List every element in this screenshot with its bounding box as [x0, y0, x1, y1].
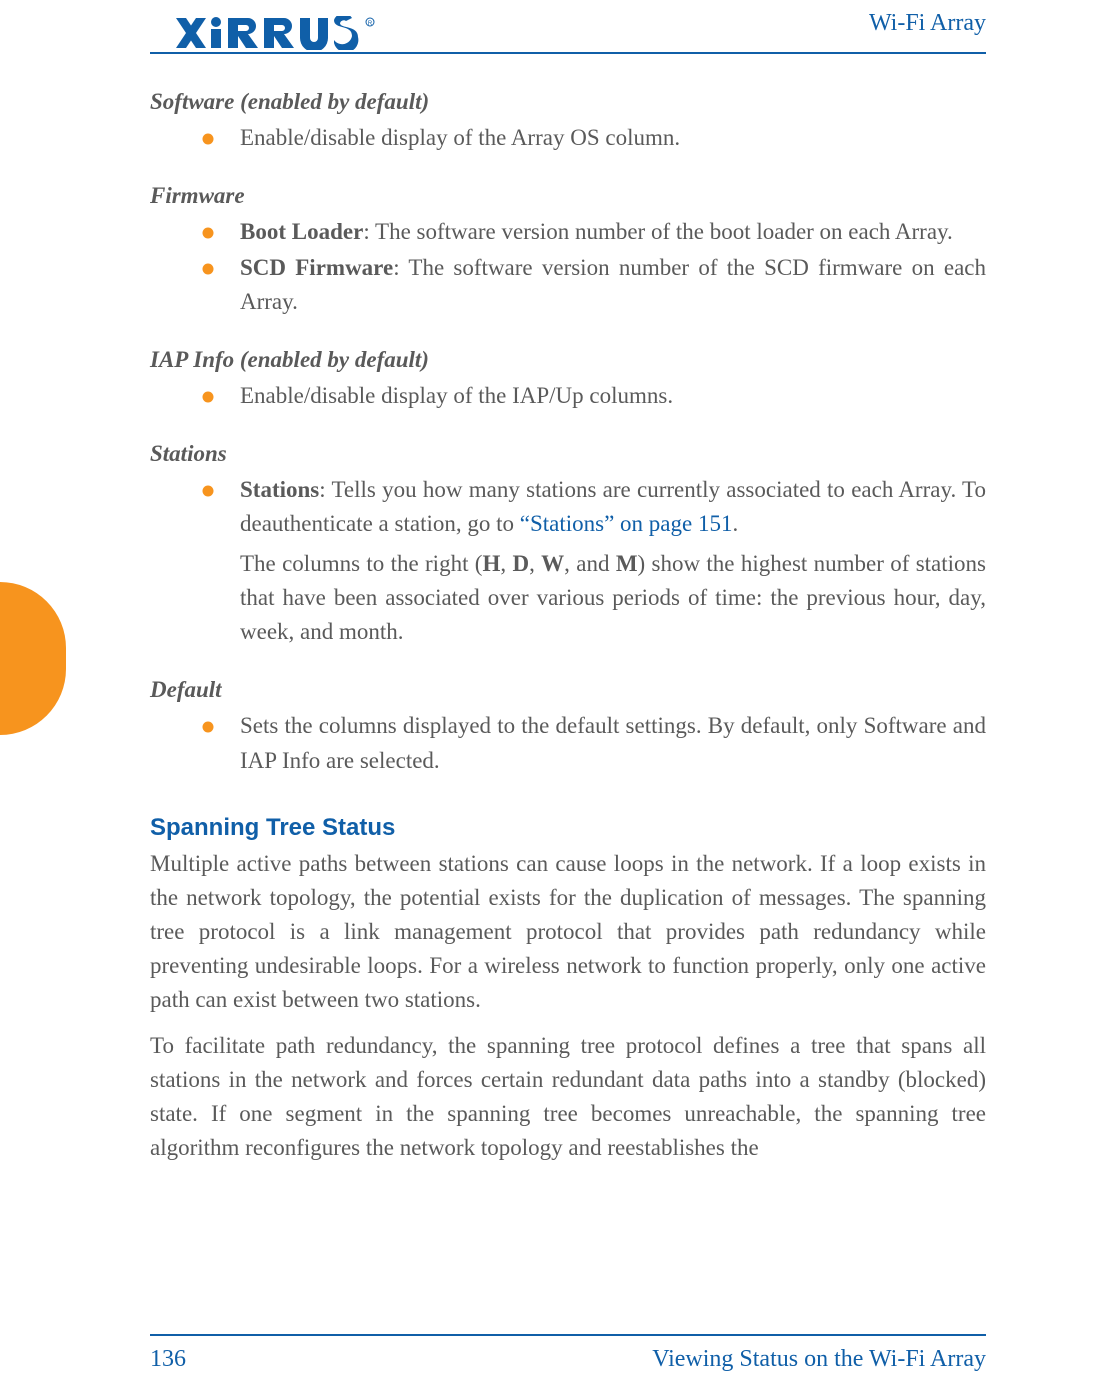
- bullet-text: Sets the columns displayed to the defaul…: [240, 709, 986, 777]
- bullet-lead: Boot Loader: [240, 219, 363, 244]
- bullet-item: Stations: Tells you how many stations ar…: [202, 473, 986, 541]
- footer-section-title: Viewing Status on the Wi-Fi Array: [652, 1346, 986, 1373]
- page-header: R Wi-Fi Array: [176, 10, 986, 70]
- bullet-icon: [202, 215, 240, 249]
- text-fragment: H: [482, 551, 500, 576]
- text-fragment: ,: [500, 551, 512, 576]
- cross-reference-link[interactable]: “Stations” on page 151: [520, 511, 733, 536]
- text-fragment: , and: [564, 551, 616, 576]
- svg-text:R: R: [368, 21, 373, 27]
- bullet-text: Boot Loader: The software version number…: [240, 215, 986, 249]
- page: R Wi-Fi Array Software (enabled by defau…: [0, 0, 1094, 1381]
- section-heading: Default: [150, 673, 986, 707]
- bullet-lead: SCD Firmware: [240, 255, 393, 280]
- section-heading: Firmware: [150, 179, 986, 213]
- section-heading: IAP Info (enabled by default): [150, 343, 986, 377]
- text-fragment: The columns to the right (: [240, 551, 482, 576]
- header-rule: [150, 52, 986, 54]
- page-number: 136: [150, 1346, 186, 1373]
- page-footer: 136 Viewing Status on the Wi-Fi Array: [150, 1341, 986, 1373]
- bullet-item: Sets the columns displayed to the defaul…: [202, 709, 986, 777]
- bullet-icon: [202, 121, 240, 155]
- text-fragment: M: [616, 551, 638, 576]
- text-fragment: ,: [529, 551, 541, 576]
- body-paragraph: To facilitate path redundancy, the spann…: [150, 1029, 986, 1165]
- bullet-item: Enable/disable display of the Array OS c…: [202, 121, 986, 155]
- bullet-text: Enable/disable display of the Array OS c…: [240, 121, 986, 155]
- bullet-body: : The software version number of the boo…: [363, 219, 953, 244]
- bullet-continuation: The columns to the right (H, D, W, and M…: [240, 547, 986, 649]
- bullet-icon: [202, 473, 240, 541]
- text-fragment: W: [541, 551, 564, 576]
- page-content: Software (enabled by default) Enable/dis…: [150, 85, 986, 1177]
- bullet-icon: [202, 379, 240, 413]
- chapter-tab: [0, 582, 66, 735]
- bullet-body-tail: .: [732, 511, 738, 536]
- bullet-text: Enable/disable display of the IAP/Up col…: [240, 379, 986, 413]
- bullet-item: Enable/disable display of the IAP/Up col…: [202, 379, 986, 413]
- bullet-icon: [202, 251, 240, 319]
- bullet-lead: Stations: [240, 477, 319, 502]
- section-heading: Software (enabled by default): [150, 85, 986, 119]
- bullet-item: SCD Firmware: The software version numbe…: [202, 251, 986, 319]
- footer-rule: [150, 1334, 986, 1336]
- bullet-item: Boot Loader: The software version number…: [202, 215, 986, 249]
- document-title: Wi-Fi Array: [869, 10, 986, 37]
- xirrus-logo: R: [176, 16, 376, 55]
- text-fragment: D: [512, 551, 529, 576]
- body-paragraph: Multiple active paths between stations c…: [150, 847, 986, 1017]
- section-heading: Stations: [150, 437, 986, 471]
- bullet-text: SCD Firmware: The software version numbe…: [240, 251, 986, 319]
- bullet-icon: [202, 709, 240, 777]
- bullet-text: Stations: Tells you how many stations ar…: [240, 473, 986, 541]
- subsection-heading: Spanning Tree Status: [150, 810, 986, 846]
